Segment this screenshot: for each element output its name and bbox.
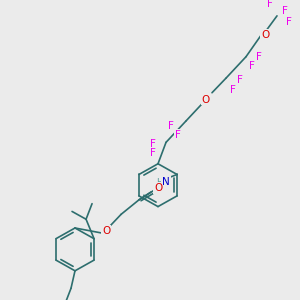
Text: F: F xyxy=(230,85,236,95)
Text: F: F xyxy=(150,139,156,149)
Text: O: O xyxy=(202,94,210,104)
Text: F: F xyxy=(175,130,181,140)
Text: O: O xyxy=(102,226,110,236)
Text: H: H xyxy=(156,178,162,187)
Text: O: O xyxy=(154,183,162,193)
Text: F: F xyxy=(282,6,288,16)
Text: F: F xyxy=(237,75,243,85)
Text: O: O xyxy=(261,30,269,40)
Text: F: F xyxy=(256,52,262,62)
Text: F: F xyxy=(267,0,273,9)
Text: F: F xyxy=(249,61,255,71)
Text: N: N xyxy=(162,177,170,187)
Text: F: F xyxy=(168,121,174,131)
Text: F: F xyxy=(150,148,156,158)
Text: F: F xyxy=(286,17,292,27)
